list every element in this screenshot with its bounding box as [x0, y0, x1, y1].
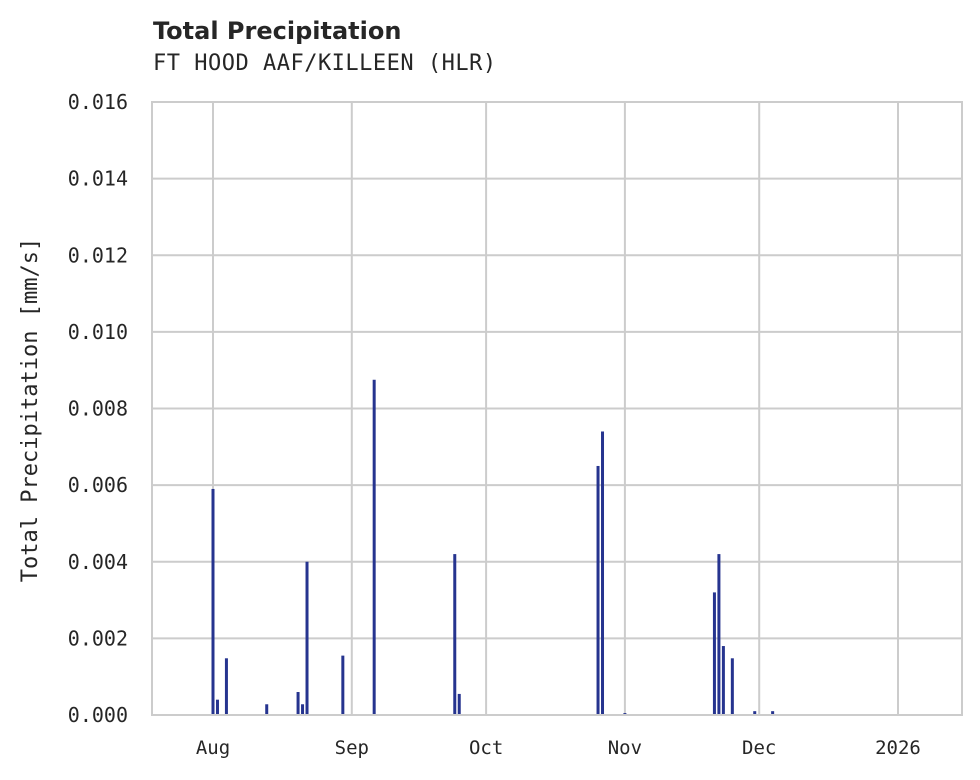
- y-tick-label: 0.004: [68, 550, 128, 574]
- y-tick-label: 0.010: [68, 320, 128, 344]
- precip-bar: [453, 554, 457, 715]
- precip-bar: [457, 693, 461, 715]
- precip-bar: [296, 692, 300, 715]
- precip-bar: [721, 646, 725, 715]
- plot-frame: [151, 101, 963, 716]
- y-tick-label: 0.012: [68, 243, 128, 267]
- precip-bar: [215, 699, 219, 715]
- precip-bar: [211, 488, 215, 715]
- precip-bar: [224, 658, 228, 715]
- y-tick-label: 0.016: [68, 90, 128, 114]
- x-tick-label: 2026: [875, 737, 921, 759]
- y-tick-label: 0.006: [68, 473, 128, 497]
- precip-bar: [265, 704, 269, 715]
- chart-title: Total Precipitation: [153, 17, 402, 45]
- x-tick-label: Dec: [742, 737, 776, 759]
- precip-bar: [712, 592, 716, 715]
- precip-bar: [596, 465, 600, 715]
- y-tick-label: 0.000: [68, 703, 128, 727]
- grid-lines: [152, 101, 962, 716]
- precip-bar: [341, 655, 345, 715]
- precipitation-bars: [211, 379, 775, 715]
- x-tick-label: Sep: [335, 737, 369, 759]
- precip-bar: [717, 554, 721, 715]
- precip-bar: [305, 561, 309, 715]
- x-tick-label: Nov: [608, 737, 642, 759]
- y-tick-label: 0.014: [68, 167, 128, 191]
- y-tick-label: 0.008: [68, 397, 128, 421]
- chart-subtitle: FT HOOD AAF/KILLEEN (HLR): [153, 51, 497, 76]
- precip-bar: [301, 704, 305, 715]
- y-tick-label: 0.002: [68, 626, 128, 650]
- precip-bar: [753, 711, 757, 715]
- precip-bar: [601, 431, 605, 715]
- x-tick-label: Aug: [196, 737, 230, 759]
- y-tick-labels: 0.000 0.002 0.004 0.006 0.008 0.010 0.012 0.014…: [68, 90, 128, 727]
- x-tick-label: Oct: [469, 737, 503, 759]
- x-tick-labels: Aug Sep Oct Nov Dec 2026: [196, 737, 921, 759]
- precip-bar: [372, 379, 376, 715]
- precip-bar: [730, 658, 734, 715]
- precip-bar: [771, 711, 775, 715]
